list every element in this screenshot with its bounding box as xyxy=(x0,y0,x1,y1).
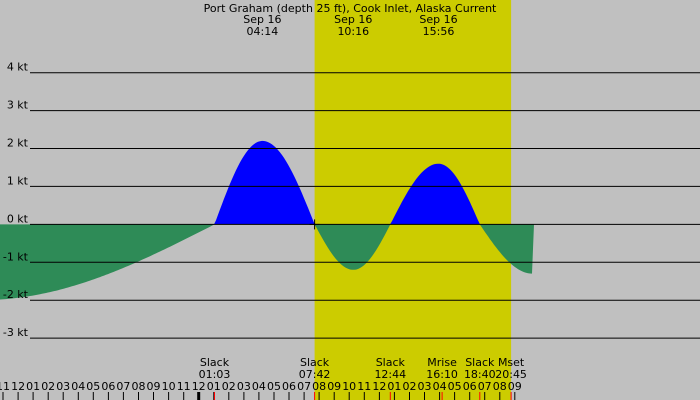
hour-tick-label: 05 xyxy=(448,380,462,393)
hour-tick-label: 03 xyxy=(418,380,432,393)
hour-tick-label: 04 xyxy=(71,380,85,393)
hour-tick-label: 11 xyxy=(357,380,371,393)
hour-tick-label: 01 xyxy=(26,380,40,393)
hour-tick-label: 03 xyxy=(237,380,251,393)
event-name-label: Mset xyxy=(498,356,525,369)
hour-tick-label: 10 xyxy=(342,380,356,393)
grid-lines xyxy=(30,72,700,339)
y-tick-label: 2 kt xyxy=(7,137,29,150)
peak-date-label: Sep 16 xyxy=(243,13,281,26)
hour-tick-label: 06 xyxy=(463,380,477,393)
chart-title: Port Graham (depth 25 ft), Cook Inlet, A… xyxy=(204,2,497,15)
hour-tick-label: 08 xyxy=(312,380,326,393)
hour-axis: 1112010203040506070809101112010203040506… xyxy=(0,380,522,400)
hour-tick-label: 09 xyxy=(508,380,522,393)
hour-tick-label: 06 xyxy=(282,380,296,393)
hour-tick-label: 02 xyxy=(41,380,55,393)
peak-time-label: 10:16 xyxy=(337,25,369,38)
peak-time-label: 15:56 xyxy=(423,25,455,38)
event-time-label: 07:42 xyxy=(299,368,331,381)
hour-tick-label: 07 xyxy=(478,380,492,393)
hour-tick-label: 11 xyxy=(177,380,191,393)
event-time-label: 20:45 xyxy=(495,368,527,381)
event-name-label: Slack xyxy=(376,356,406,369)
event-name-label: Slack xyxy=(465,356,495,369)
hour-tick-label: 07 xyxy=(297,380,311,393)
y-axis-labels: 4 kt 3 kt 2 kt 1 kt 0 kt -1 kt -2 kt -3 kt xyxy=(3,61,29,339)
y-tick-label: 3 kt xyxy=(7,99,29,112)
hour-tick-label: 10 xyxy=(162,380,176,393)
event-time-label: 18:40 xyxy=(464,368,496,381)
y-tick-label: 4 kt xyxy=(7,61,29,74)
hour-tick-label: 08 xyxy=(132,380,146,393)
event-time-label: 01:03 xyxy=(199,368,231,381)
peak-date-label: Sep 16 xyxy=(419,13,457,26)
hour-tick-label: 03 xyxy=(56,380,70,393)
y-tick-label: -3 kt xyxy=(3,326,29,339)
hour-tick-label: 04 xyxy=(433,380,447,393)
hour-tick-label: 02 xyxy=(222,380,236,393)
hour-tick-label: 02 xyxy=(403,380,417,393)
peak-time-label: 04:14 xyxy=(247,25,279,38)
peak-date-label: Sep 16 xyxy=(334,13,372,26)
hour-tick-label: 08 xyxy=(493,380,507,393)
y-tick-label: -1 kt xyxy=(3,250,29,263)
hour-tick-label: 05 xyxy=(86,380,100,393)
event-name-label: Slack xyxy=(200,356,230,369)
hour-tick-label: 01 xyxy=(207,380,221,393)
hour-tick-label: 12 xyxy=(192,380,206,393)
event-labels: Slack01:03Slack07:42Slack12:44Mrise16:10… xyxy=(199,356,527,381)
current-time-marker xyxy=(309,219,320,230)
event-name-label: Slack xyxy=(300,356,330,369)
y-tick-label: 1 kt xyxy=(7,174,29,187)
hour-tick-label: 09 xyxy=(327,380,341,393)
event-time-label: 12:44 xyxy=(374,368,406,381)
y-tick-label: -2 kt xyxy=(3,288,29,301)
event-time-label: 16:10 xyxy=(426,368,458,381)
hour-tick-label: 09 xyxy=(147,380,161,393)
y-tick-label: 0 kt xyxy=(7,212,29,225)
event-name-label: Mrise xyxy=(427,356,457,369)
hour-tick-label: 04 xyxy=(252,380,266,393)
hour-tick-label: 05 xyxy=(267,380,281,393)
hour-tick-label: 12 xyxy=(11,380,25,393)
hour-tick-label: 11 xyxy=(0,380,10,393)
hour-tick-label: 07 xyxy=(116,380,130,393)
hour-tick-label: 12 xyxy=(372,380,386,393)
hour-tick-label: 06 xyxy=(101,380,115,393)
hour-tick-label: 01 xyxy=(387,380,401,393)
